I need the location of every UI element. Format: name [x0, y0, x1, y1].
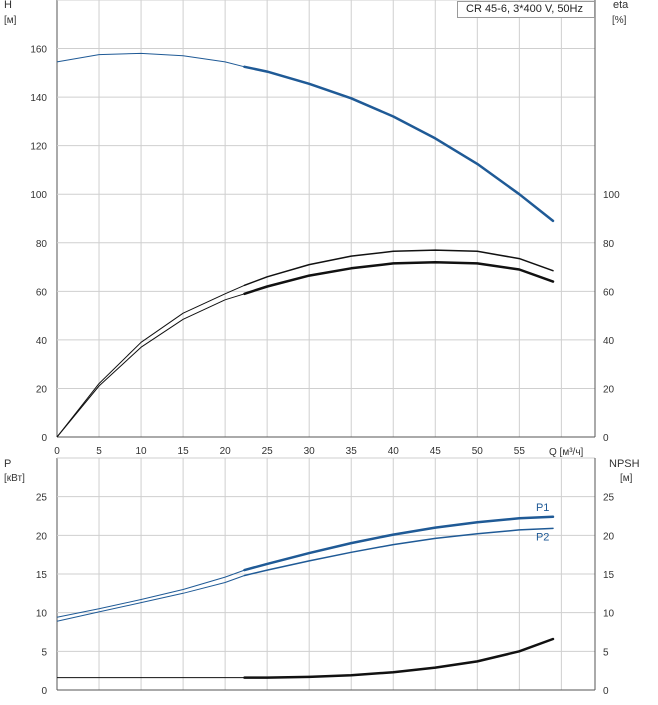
left-y-tick-label: 140	[30, 93, 47, 104]
eta_upper-curve-extrapolated	[56, 284, 245, 438]
x-tick-label: 25	[262, 446, 274, 457]
x-tick-label: 40	[388, 446, 400, 457]
x-tick-label: 20	[220, 446, 232, 457]
left-y-tick-label: 5	[41, 647, 47, 658]
bottom-chart-series-labels: P1 P2	[536, 502, 549, 544]
right-y-tick-label: 10	[603, 609, 615, 620]
right-y-tick-label: 25	[603, 493, 615, 504]
eta_lower-curve-extrapolated	[56, 293, 245, 438]
x-tick-label: 0	[54, 446, 60, 457]
x-tick-label: 30	[304, 446, 316, 457]
x-tick-label: 55	[514, 446, 526, 457]
x-tick-label: 15	[178, 446, 190, 457]
left-y-tick-label: 160	[30, 45, 47, 56]
power-axis-title: P	[4, 458, 11, 470]
npsh-curve	[243, 637, 555, 679]
right-y-tick-label: 15	[603, 570, 615, 581]
p2-curve	[243, 527, 554, 577]
top-chart-series	[56, 52, 555, 438]
bottom-chart-series	[56, 515, 555, 679]
left-y-tick-label: 100	[30, 190, 47, 201]
p1-curve-extrapolated	[56, 569, 245, 618]
power-axis-unit: [кВт]	[4, 473, 25, 484]
pump-model-label: CR 45-6, 3*400 V, 50Hz	[457, 1, 595, 18]
x-tick-label: 50	[472, 446, 484, 457]
x-tick-label: 45	[430, 446, 442, 457]
right-y-tick-label: 40	[603, 336, 615, 347]
left-y-tick-label: 0	[41, 433, 47, 444]
head-efficiency-chart: H [м] eta [%] Q [м³/ч] 02040608010012014…	[4, 0, 629, 458]
efficiency-axis-unit: [%]	[612, 15, 627, 26]
left-y-tick-label: 40	[36, 336, 48, 347]
left-y-tick-label: 10	[36, 609, 48, 620]
left-y-tick-label: 25	[36, 493, 48, 504]
p1-curve	[243, 515, 555, 572]
bottom-chart-tick-labels: 0 5 10 15 20 25 0 5 10 15 20 25	[36, 493, 615, 697]
flow-axis-label: Q [м³/ч]	[549, 447, 584, 458]
bottom-chart-grid	[56, 457, 596, 691]
x-tick-label: 35	[346, 446, 358, 457]
left-y-tick-label: 80	[36, 239, 48, 250]
h-curve-extrapolated	[56, 52, 245, 68]
x-tick-label: 10	[136, 446, 148, 457]
right-y-tick-label: 20	[603, 531, 615, 542]
left-y-tick-label: 60	[36, 287, 48, 298]
left-y-tick-label: 120	[30, 142, 47, 153]
p1-series-label: P1	[536, 502, 549, 514]
left-y-tick-label: 0	[41, 686, 47, 697]
npsh-axis-unit: [м]	[620, 473, 633, 484]
right-y-tick-label: 0	[603, 433, 609, 444]
npsh-axis-title: NPSH	[609, 458, 640, 470]
left-y-tick-label: 20	[36, 531, 48, 542]
head-axis-unit: [м]	[4, 15, 17, 26]
right-y-tick-label: 60	[603, 287, 615, 298]
right-y-tick-label: 20	[603, 384, 615, 395]
h-curve	[243, 65, 555, 223]
eta_lower-curve	[243, 260, 555, 296]
right-y-tick-label: 80	[603, 239, 615, 250]
efficiency-axis-title: eta	[613, 0, 629, 11]
left-y-tick-label: 15	[36, 570, 48, 581]
p2-series-label: P2	[536, 531, 549, 543]
p2-curve-extrapolated	[56, 575, 245, 622]
x-tick-label: 5	[96, 446, 102, 457]
left-y-tick-label: 20	[36, 384, 48, 395]
head-axis-title: H	[4, 0, 12, 11]
top-chart-grid	[56, 0, 596, 438]
top-chart-tick-labels: 0 20 40 60 80 100 120 140 160 0 20 40 60 80 100 0 5 10 15 2…	[30, 45, 620, 457]
eta_upper-curve	[243, 249, 554, 287]
right-y-tick-label: 5	[603, 647, 609, 658]
right-y-tick-label: 0	[603, 686, 609, 697]
right-y-tick-label: 100	[603, 190, 620, 201]
power-npsh-chart: P [кВт] NPSH [м] 0 5 10 15 20 25 0 5 10 15 20 25 P1…	[4, 457, 640, 697]
